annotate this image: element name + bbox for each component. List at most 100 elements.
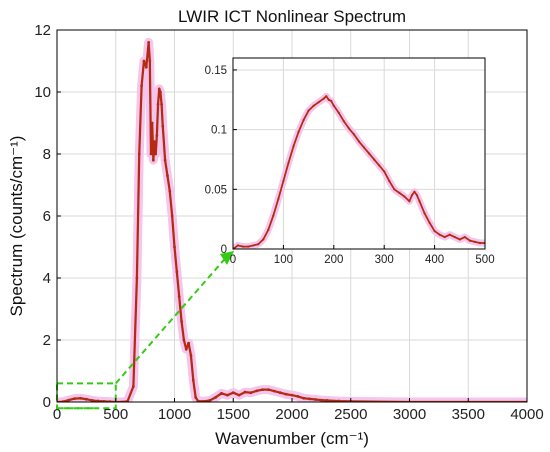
main-series-point	[142, 59, 146, 63]
inset-series-point	[448, 233, 451, 236]
inset-series-point	[262, 238, 265, 241]
main-series-point	[163, 158, 167, 162]
main-y-tick-label: 10	[34, 84, 51, 101]
main-series-point	[202, 399, 206, 402]
inset-series-point	[423, 212, 426, 215]
inset-series-point	[330, 99, 333, 103]
inset-series-point	[403, 195, 406, 198]
x-axis-label: Wavenumber (cm⁻¹)	[215, 429, 369, 448]
inset-series-point	[378, 164, 381, 167]
inset-series-point	[408, 200, 411, 203]
inset-series-point	[272, 214, 275, 217]
main-series-point	[308, 397, 312, 401]
inset-series-point	[236, 244, 240, 247]
main-series-point	[225, 393, 229, 397]
inset-series-point	[332, 104, 335, 107]
main-y-tick-label: 2	[43, 332, 51, 349]
zoom-arrow-head	[220, 251, 234, 265]
main-series-point	[84, 397, 88, 401]
main-series-point	[314, 398, 317, 401]
main-series-point	[189, 354, 193, 357]
inset-series-point	[327, 98, 330, 101]
main-series-point	[337, 399, 341, 402]
main-series-point	[156, 103, 160, 106]
main-series-point	[284, 392, 288, 396]
chart-title: LWIR ICT Nonlinear Spectrum	[178, 7, 406, 26]
inset-series-point	[312, 104, 315, 107]
main-series-point	[180, 320, 183, 323]
main-series-point	[126, 399, 129, 402]
main-series-point	[161, 124, 165, 128]
inset-series-point	[413, 190, 416, 193]
main-x-tick-label: 500	[103, 406, 128, 423]
main-series-point	[153, 140, 156, 144]
inset-series-point	[388, 179, 391, 183]
inset-series-point	[322, 97, 325, 100]
inset-series-point	[393, 188, 396, 191]
inset-y-tick-label: 0.1	[211, 125, 227, 137]
main-series-point	[302, 396, 306, 400]
inset-x-tick-label: 500	[475, 254, 494, 266]
inset-series-point	[418, 200, 421, 203]
main-x-tick-label: 3500	[452, 406, 485, 423]
main-series-point	[137, 152, 141, 156]
main-series-point	[149, 152, 153, 156]
inset-series	[233, 95, 485, 249]
main-series-point	[220, 391, 223, 395]
main-series-point	[166, 174, 169, 178]
inset-series-point	[383, 170, 386, 173]
main-x-tick-label: 4000	[510, 406, 543, 423]
inset-series-point	[302, 118, 305, 122]
inset-x-tick-label: 300	[375, 254, 394, 266]
main-series-point	[151, 158, 155, 162]
main-series-point	[182, 338, 186, 342]
main-series-point	[272, 389, 276, 393]
main-y-tick-label: 0	[43, 394, 51, 411]
inset-series-point	[453, 235, 456, 239]
inset-series-point	[287, 161, 290, 165]
y-axis-label: Spectrum (counts/cm⁻¹)	[7, 136, 26, 317]
inset-series-point	[415, 194, 419, 197]
zoom-connector-line	[114, 252, 231, 385]
main-series-point	[175, 270, 179, 274]
main-x-tick-label: 2000	[275, 406, 308, 423]
main-series-point	[325, 399, 329, 402]
main-y-tick-label: 12	[34, 22, 51, 39]
inset-series-point	[342, 120, 345, 123]
inset-series-point	[337, 111, 340, 115]
inset-x-tick-label: 0	[230, 254, 236, 266]
inset-series-point	[282, 179, 285, 183]
main-series-point	[154, 152, 158, 156]
inset-y-tick-label: 0.15	[205, 65, 227, 77]
inset-series-point	[292, 145, 295, 148]
main-series-point	[168, 189, 172, 193]
main-y-ticks: 0 2 4 6 8 10 12	[34, 22, 61, 411]
inset-series-point	[347, 127, 351, 130]
main-series-point	[184, 347, 188, 351]
inset-series-point	[478, 241, 482, 245]
inset-series-point	[277, 197, 280, 200]
main-series-point	[159, 90, 162, 94]
main-series-point	[73, 397, 77, 400]
inset-y-tick-label: 0.05	[205, 184, 227, 196]
inset-series-point	[398, 191, 401, 194]
inset-series-point	[352, 133, 356, 136]
main-series-point	[249, 391, 253, 395]
main-x-tick-label: 1500	[217, 406, 250, 423]
main-series-point	[187, 341, 191, 345]
main-series-point	[231, 391, 235, 395]
inset-series-point	[443, 235, 446, 239]
main-y-tick-label: 6	[43, 208, 51, 225]
main-y-tick-label: 4	[43, 270, 51, 287]
inset-series-point	[458, 238, 461, 241]
inset-grid	[232, 58, 486, 250]
main-series-point	[255, 389, 259, 393]
inset-plot-frame	[232, 57, 486, 250]
main-series-point	[261, 388, 265, 391]
main-x-tick-label: 1000	[158, 406, 191, 423]
inset-series-point	[410, 194, 414, 197]
main-series-point	[173, 245, 176, 249]
main-x-ticks: 0 500 1000 1500 2000 2500 3000 3500 4000	[53, 398, 544, 423]
inset-series-point	[362, 146, 366, 149]
